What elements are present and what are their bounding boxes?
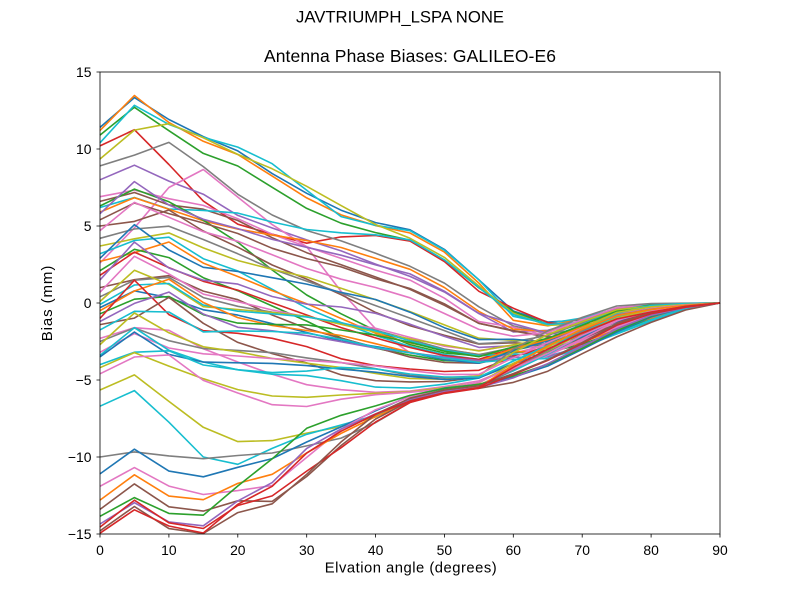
svg-text:10: 10 [76, 141, 92, 157]
svg-text:80: 80 [643, 542, 659, 558]
svg-text:40: 40 [368, 542, 384, 558]
svg-text:50: 50 [437, 542, 453, 558]
svg-text:70: 70 [574, 542, 590, 558]
svg-text:Bias (mm): Bias (mm) [39, 265, 56, 341]
svg-text:5: 5 [84, 218, 92, 234]
svg-text:60: 60 [506, 542, 522, 558]
svg-text:−10: −10 [68, 449, 92, 465]
svg-text:30: 30 [299, 542, 315, 558]
svg-text:Antenna Phase Biases: GALILEO-: Antenna Phase Biases: GALILEO-E6 [264, 46, 556, 66]
svg-text:0: 0 [96, 542, 104, 558]
svg-text:20: 20 [230, 542, 246, 558]
svg-text:−5: −5 [76, 372, 92, 388]
svg-text:10: 10 [161, 542, 177, 558]
svg-text:0: 0 [84, 295, 92, 311]
svg-text:90: 90 [712, 542, 728, 558]
svg-text:−15: −15 [68, 526, 92, 542]
svg-text:15: 15 [76, 64, 92, 80]
svg-text:JAVTRIUMPH_LSPA NONE: JAVTRIUMPH_LSPA NONE [296, 8, 504, 27]
svg-text:Elvation angle (degrees): Elvation angle (degrees) [325, 561, 497, 577]
